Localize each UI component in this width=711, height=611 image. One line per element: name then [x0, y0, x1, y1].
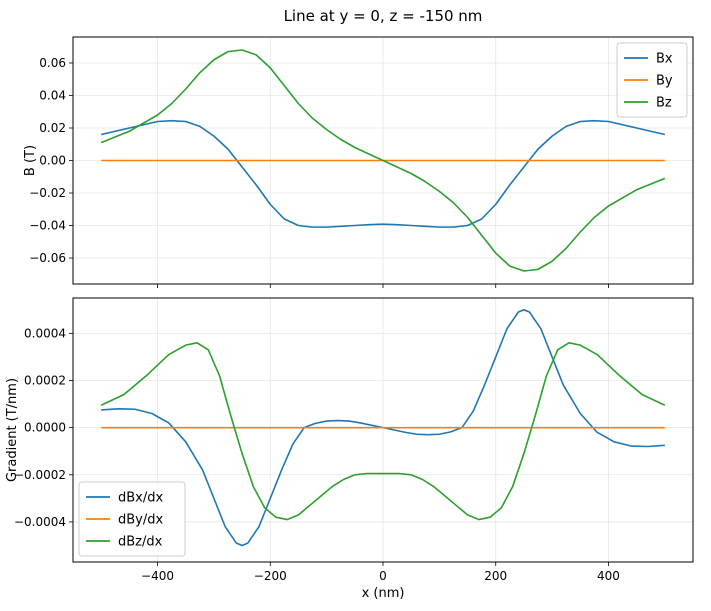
- top-legend: Bx By Bz: [616, 42, 688, 118]
- legend-label: Bx: [656, 52, 673, 67]
- series-line-dbz-dx: [100, 341, 666, 521]
- y-tick-label: 0.02: [39, 121, 66, 135]
- x-tick-label: 200: [484, 569, 507, 583]
- y-tick-label: −0.04: [29, 219, 66, 233]
- top-y-axis-label: B (T): [23, 145, 38, 176]
- legend-label: dBz/dx: [118, 535, 163, 550]
- x-tick-label: 0: [379, 569, 387, 583]
- legend-box: [616, 42, 688, 118]
- top-y-ticks: −0.06 −0.04 −0.02 0.00 0.02 0.04 0.06: [29, 56, 73, 265]
- y-tick-label: −0.0002: [14, 468, 66, 482]
- bottom-y-ticks: −0.0004 −0.0002 0.0000 0.0002 0.0004: [14, 326, 73, 529]
- top-x-ticks: [157, 284, 609, 288]
- x-tick-label: −200: [254, 569, 287, 583]
- y-tick-label: 0.0004: [24, 326, 66, 340]
- y-tick-label: 0.06: [39, 56, 66, 70]
- x-tick-label: −400: [141, 569, 174, 583]
- legend-label: dBx/dx: [118, 491, 163, 506]
- x-tick-label: 400: [597, 569, 620, 583]
- legend-label: By: [656, 74, 673, 89]
- legend-label: dBy/dx: [118, 513, 163, 528]
- y-tick-label: −0.0004: [14, 515, 66, 529]
- y-tick-label: −0.02: [29, 186, 66, 200]
- legend-box: [78, 481, 186, 557]
- bottom-panel: −400 −200 0 200 400 −0.0004 −0.0002 0.0000 0.00…: [5, 297, 694, 601]
- top-series: [100, 49, 666, 272]
- chart-title: Line at y = 0, z = -150 nm: [284, 7, 483, 25]
- bottom-x-axis-label: x (nm): [362, 586, 405, 601]
- top-panel: −0.06 −0.04 −0.02 0.00 0.02 0.04 0.06 Line at …: [23, 7, 694, 288]
- y-tick-label: 0.0002: [24, 374, 66, 388]
- series-line-bx: [101, 119, 665, 228]
- bottom-legend: dBx/dx dBy/dx dBz/dx: [78, 481, 186, 557]
- legend-label: Bz: [656, 96, 672, 111]
- bottom-series: [100, 308, 666, 547]
- series-line-bz: [100, 49, 666, 272]
- y-tick-label: 0.04: [39, 89, 66, 103]
- y-tick-label: −0.06: [29, 251, 66, 265]
- y-tick-label: 0.0000: [24, 421, 66, 435]
- bottom-x-ticks: −400 −200 0 200 400: [141, 562, 620, 583]
- y-tick-label: 0.00: [39, 154, 66, 168]
- bottom-y-axis-label: Gradient (T/nm): [5, 378, 20, 482]
